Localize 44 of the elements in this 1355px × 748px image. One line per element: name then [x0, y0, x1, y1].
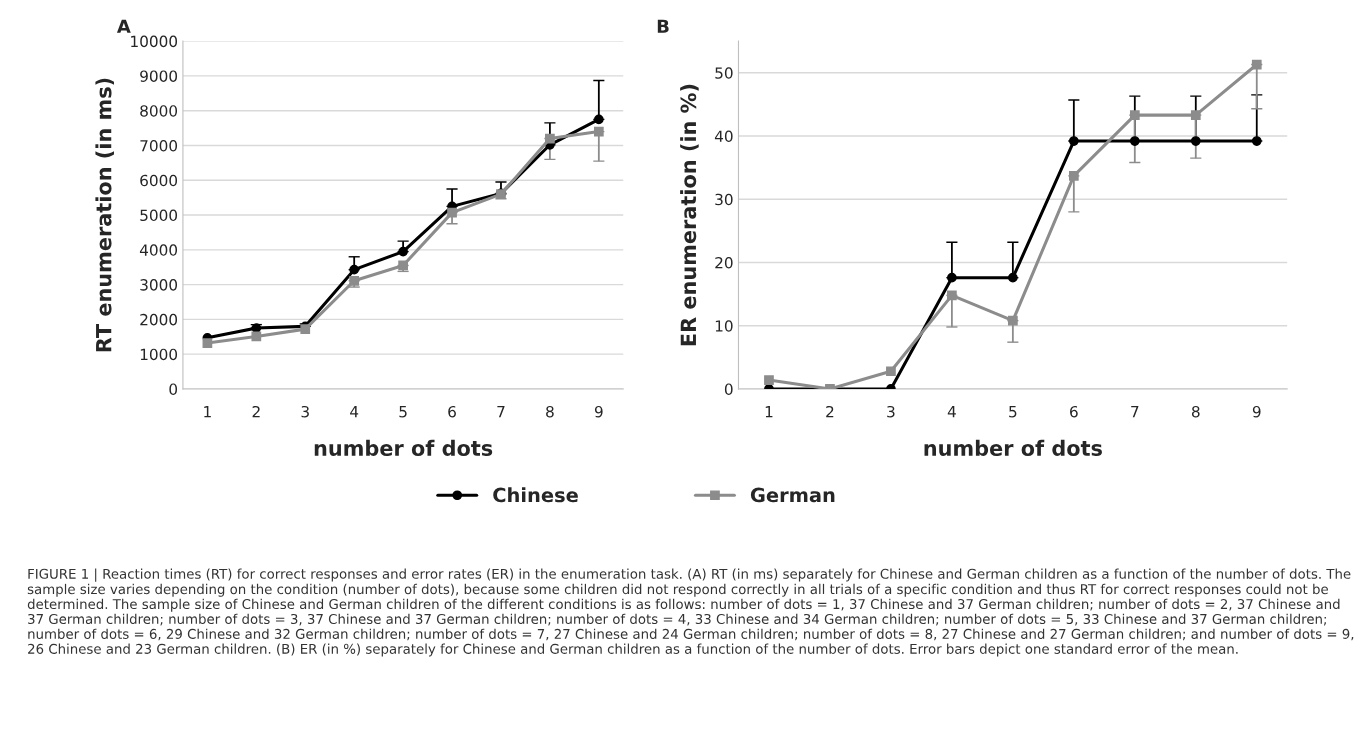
- x-tick-label: 9: [1252, 405, 1261, 418]
- x-tick-label: 1: [765, 406, 773, 418]
- x-axis-title: number of dots: [314, 439, 493, 456]
- x-tick-label: 2: [252, 405, 260, 418]
- y-tick-label: 4000: [139, 244, 178, 256]
- y-axis-title: RT enumeration (in ms): [95, 78, 114, 352]
- x-tick-label: 7: [1131, 406, 1139, 418]
- y-tick-label: 10000: [131, 35, 178, 48]
- y-tick-label: 10: [715, 320, 733, 332]
- y-tick-label: 6000: [140, 174, 178, 187]
- y-tick-label: 1000: [140, 348, 178, 361]
- x-tick-label: 4: [350, 406, 359, 418]
- y-tick-label: 50: [715, 67, 733, 79]
- x-tick-label: 2: [826, 405, 834, 418]
- legend-label: Chinese: [493, 487, 578, 503]
- x-tick-label: 6: [448, 405, 456, 418]
- x-tick-label: 6: [1070, 405, 1078, 418]
- y-tick-label: 40: [714, 130, 733, 143]
- y-tick-label: 9000: [140, 70, 178, 82]
- y-tick-label: 2000: [140, 313, 178, 326]
- y-tick-label: 30: [715, 193, 733, 206]
- x-tick-label: 5: [1009, 406, 1017, 418]
- y-axis-title: ER enumeration (in %): [680, 84, 699, 346]
- caption: FIGURE 1 | Reaction times (RT) for correct responses and error rates (ER) in the enumeration task. (A) RT (in ms) separately for Chinese and German children as a function of the number of dots. The sample size varies depending on the condition (number of dots), because some children did not respond correctly in all trials of a specific condition and thus RT for correct responses could not be determined. The sample size of Chinese and German children of the different conditions is as follows: number of dots = 1, 37 Chinese and 37 German children; number of dots = 2, 37 Chinese and 37 German children; number of dots = 3, 37 Chinese and 37 German children; number of dots = 4, 33 Chinese and 34 German children; number of dots = 5, 33 Chinese and 37 German children; number of dots = 6, 29 Chinese and 32 German children; number of dots = 7, 27 Chinese and 24 German children; number of dots = 8, 27 Chinese and 27 German children; and number of dots = 9, 26 Chinese and 23 German children. (B) ER (in %) separately for Chinese and German children as a function of the number of dots. Error bars depict one standard error of the mean.: [27, 568, 1354, 657]
- legend-label: German: [750, 487, 835, 503]
- x-tick-label: 5: [399, 406, 407, 418]
- x-tick-label: 8: [1191, 405, 1200, 418]
- x-tick-label: 8: [546, 405, 554, 418]
- y-tick-label: 0: [724, 383, 733, 395]
- y-tick-label: 8000: [140, 105, 178, 117]
- y-tick-label: 20: [715, 256, 733, 269]
- x-tick-label: 7: [497, 406, 505, 418]
- y-tick-label: 7000: [140, 139, 178, 152]
- y-tick-label: 5000: [140, 209, 178, 222]
- x-axis-title: number of dots: [924, 439, 1102, 456]
- x-tick-label: 3: [887, 405, 895, 418]
- x-tick-label: 1: [204, 406, 211, 418]
- x-tick-label: 4: [947, 406, 956, 418]
- x-tick-label: 9: [594, 405, 603, 418]
- y-tick-label: 0: [169, 383, 178, 395]
- chart-title: B: [657, 19, 669, 33]
- y-tick-label: 3000: [140, 279, 178, 291]
- x-tick-label: 3: [301, 405, 309, 418]
- chart-title: A: [116, 19, 131, 33]
